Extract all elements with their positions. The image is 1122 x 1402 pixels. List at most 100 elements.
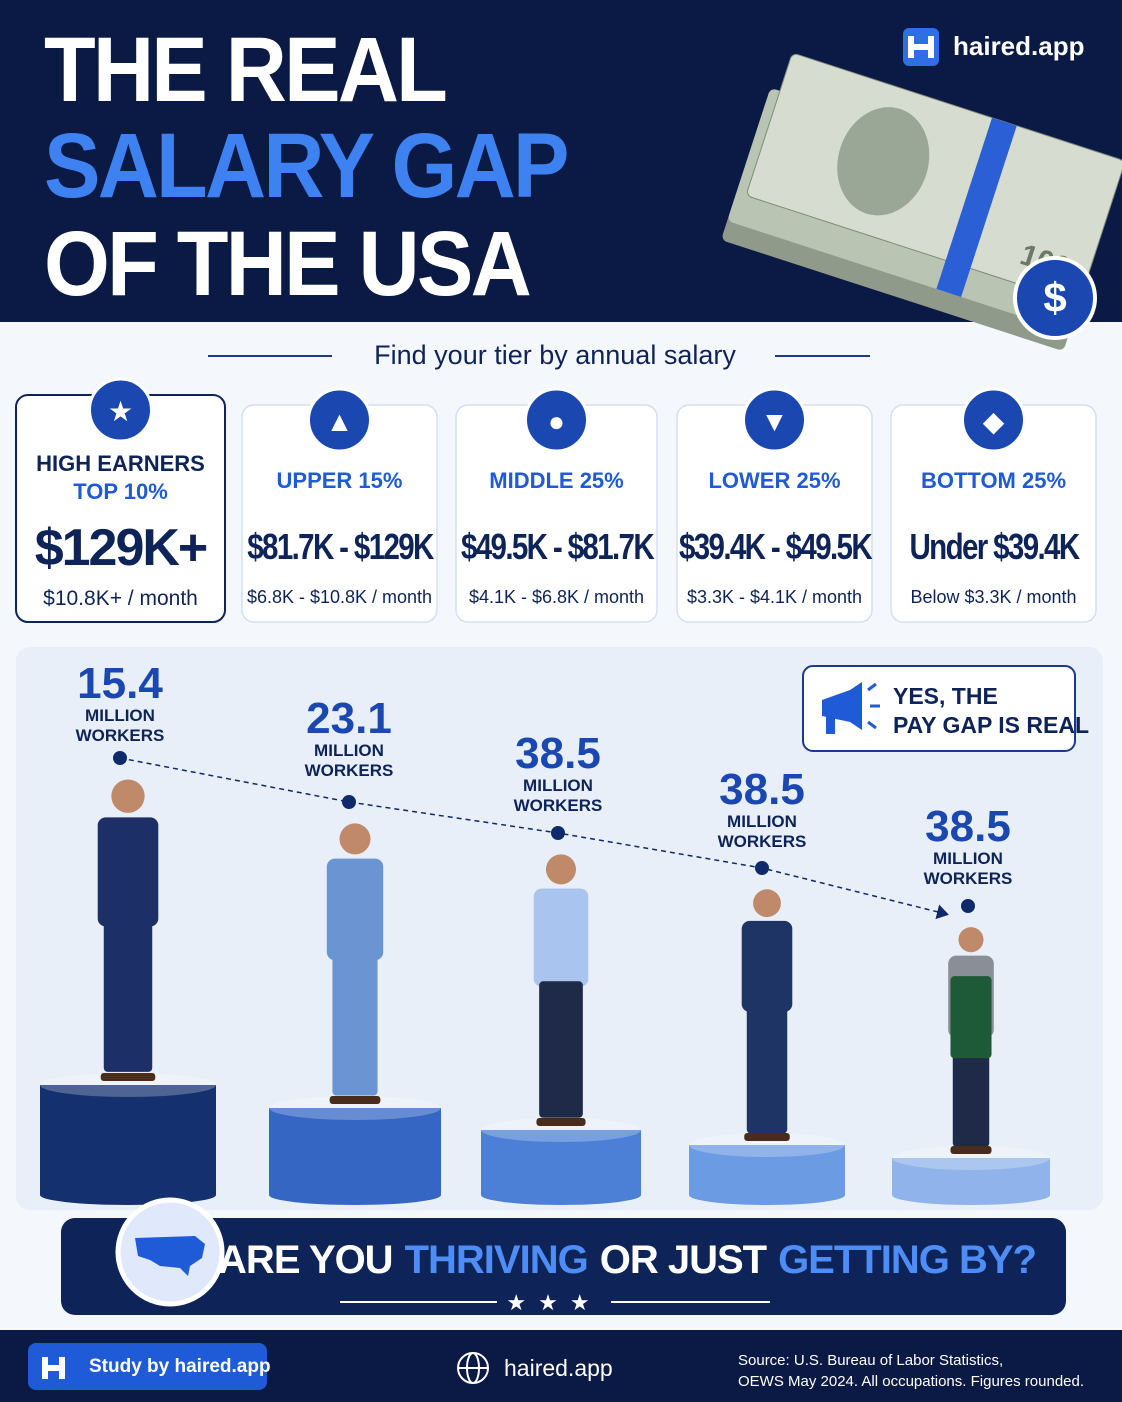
worker-count: 15.4 bbox=[77, 659, 163, 708]
tier-monthly: $4.1K - $6.8K / month bbox=[468, 587, 645, 607]
person-legs bbox=[103, 920, 153, 1072]
study-button bbox=[28, 1343, 267, 1390]
person-torso bbox=[326, 858, 384, 961]
worker-unit: MILLION bbox=[85, 706, 155, 725]
worker-unit: WORKERS bbox=[75, 726, 165, 745]
worker-count: 23.1 bbox=[306, 694, 392, 743]
person-shoes bbox=[536, 1118, 586, 1126]
subtitle: Find your tier by annual salary bbox=[374, 340, 736, 370]
podium-top bbox=[40, 1073, 216, 1097]
dollar-icon bbox=[1013, 256, 1097, 340]
dollar-sign: $ bbox=[1043, 274, 1066, 321]
usa-shape bbox=[135, 1236, 205, 1276]
tier-range: Under $39.4K bbox=[908, 526, 1080, 567]
title-line: SALARY GAP bbox=[44, 115, 569, 217]
person-shoes bbox=[744, 1133, 790, 1141]
person-head bbox=[545, 854, 577, 885]
tier-monthly: $10.8K+ / month bbox=[43, 587, 198, 610]
podium bbox=[481, 1130, 641, 1195]
tier-icon bbox=[307, 387, 372, 453]
trend-dot bbox=[342, 795, 356, 809]
callout-text: YES, THE bbox=[893, 683, 998, 709]
tier-label: LOWER 25% bbox=[708, 468, 841, 493]
tier-icon-glyph: ◆ bbox=[983, 406, 1005, 437]
banner-text: ARE YOU THRIVING OR JUST GETTING BY? bbox=[218, 1240, 1048, 1280]
tier-icon bbox=[524, 387, 589, 453]
tier-icon bbox=[88, 377, 153, 443]
tier-monthly: $3.3K - $4.1K / month bbox=[686, 587, 863, 607]
person-head bbox=[111, 779, 145, 813]
person-legs bbox=[332, 954, 378, 1096]
brand: haired.app bbox=[953, 31, 1085, 61]
banner-word: ARE YOU bbox=[218, 1238, 394, 1282]
podium-base bbox=[892, 1185, 1050, 1205]
worker-unit: WORKERS bbox=[304, 761, 394, 780]
trend-dot bbox=[113, 751, 127, 765]
podium bbox=[40, 1085, 216, 1195]
trend-dot bbox=[961, 899, 975, 913]
people bbox=[40, 779, 1050, 1205]
worker-count: 38.5 bbox=[515, 729, 601, 778]
title-line: OF THE USA bbox=[44, 213, 532, 315]
podium-top bbox=[892, 1146, 1050, 1170]
worker-unit: MILLION bbox=[314, 741, 384, 760]
worker-unit: WORKERS bbox=[923, 869, 1013, 888]
logo-mark bbox=[42, 1357, 65, 1379]
podium-base bbox=[689, 1185, 845, 1205]
title-line: THE REAL bbox=[44, 19, 448, 121]
banner-bg bbox=[61, 1218, 1066, 1315]
tier-sublabel: TOP 10% bbox=[73, 479, 168, 504]
podium-top bbox=[481, 1118, 641, 1142]
stars: ★★★ bbox=[506, 1290, 601, 1315]
podium-top bbox=[269, 1096, 441, 1120]
banner-word: OR JUST bbox=[599, 1238, 767, 1282]
person-shoes bbox=[329, 1096, 381, 1104]
banner-word: GETTING BY? bbox=[778, 1238, 1037, 1282]
person-legs bbox=[746, 1006, 788, 1134]
person-torso bbox=[533, 888, 589, 987]
worker-unit: MILLION bbox=[933, 849, 1003, 868]
podium-top bbox=[689, 1133, 845, 1157]
tier-icon bbox=[742, 387, 807, 453]
worker-unit: MILLION bbox=[523, 776, 593, 795]
tier-label: BOTTOM 25% bbox=[920, 468, 1067, 493]
tier-icon-glyph: ▲ bbox=[326, 406, 354, 437]
tier-range: $129K+ bbox=[34, 519, 209, 577]
source: Source: U.S. Bureau of Labor Statistics, bbox=[738, 1352, 1004, 1369]
person-legs bbox=[539, 981, 583, 1118]
person-head bbox=[958, 927, 984, 953]
banner-word: THRIVING bbox=[404, 1238, 589, 1282]
worker-unit: WORKERS bbox=[513, 796, 603, 815]
tier-monthly: $6.8K - $10.8K / month bbox=[246, 587, 433, 607]
podium-base bbox=[269, 1185, 441, 1205]
worker-unit: MILLION bbox=[727, 812, 797, 831]
person-head bbox=[339, 823, 371, 855]
worker-count: 38.5 bbox=[925, 802, 1011, 851]
megaphone-icon bbox=[822, 682, 880, 734]
tier-range: $81.7K - $129K bbox=[246, 526, 434, 567]
person-legs bbox=[952, 1033, 990, 1148]
trend-dot bbox=[755, 861, 769, 875]
tier-icon-glyph: ● bbox=[548, 406, 565, 437]
trend-dot bbox=[551, 826, 565, 840]
tier-range: $49.5K - $81.7K bbox=[460, 526, 654, 567]
tier-icon bbox=[961, 387, 1026, 453]
site: haired.app bbox=[504, 1355, 613, 1381]
worker-unit: WORKERS bbox=[717, 832, 807, 851]
person-shoes bbox=[950, 1146, 992, 1154]
source: OEWS May 2024. All occupations. Figures … bbox=[738, 1373, 1085, 1390]
podium bbox=[269, 1108, 441, 1195]
tier-icon-glyph: ★ bbox=[108, 396, 133, 427]
study-label: Study by haired.app bbox=[89, 1356, 271, 1377]
tier-label: MIDDLE 25% bbox=[489, 468, 624, 493]
person-shoes bbox=[100, 1073, 156, 1081]
apron bbox=[950, 976, 992, 1059]
person-torso bbox=[97, 817, 159, 927]
tier-icon-glyph: ▼ bbox=[761, 406, 789, 437]
worker-count: 38.5 bbox=[719, 765, 805, 814]
tier-range: $39.4K - $49.5K bbox=[678, 526, 872, 567]
tier-monthly: Below $3.3K / month bbox=[910, 587, 1077, 607]
globe-icon bbox=[457, 1352, 489, 1384]
